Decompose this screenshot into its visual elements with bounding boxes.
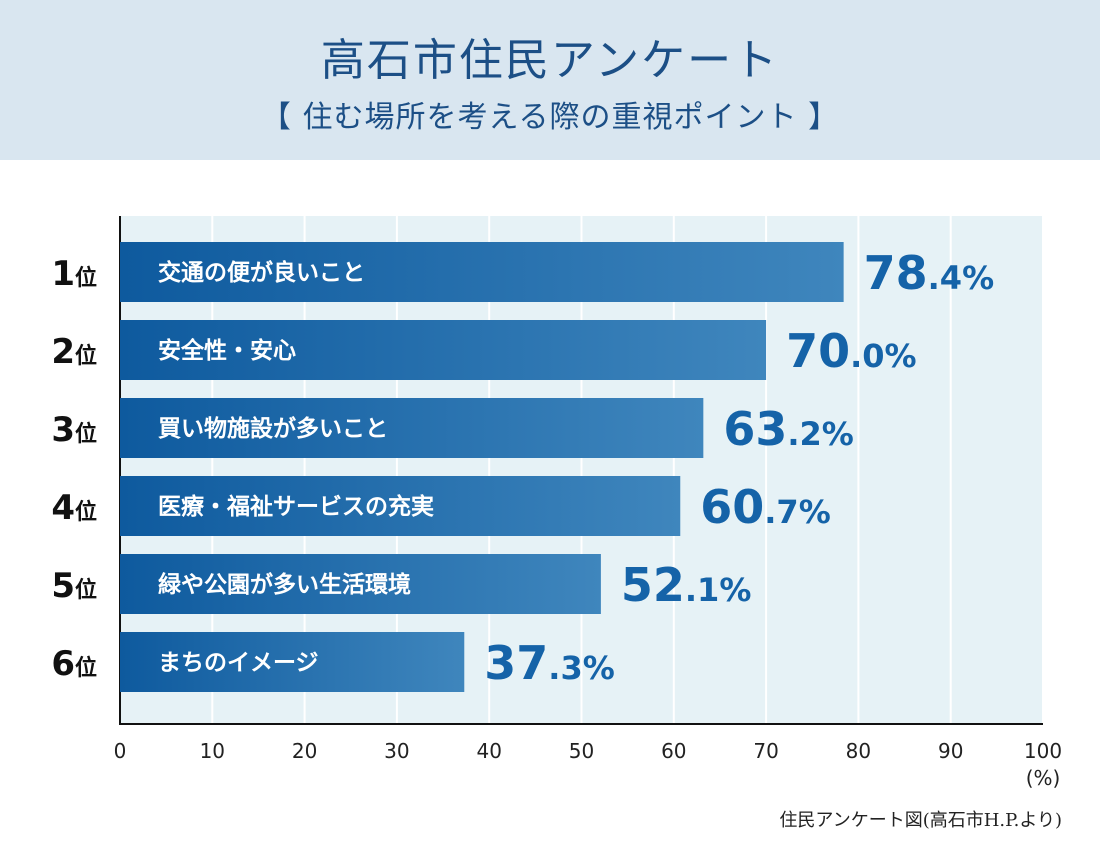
rank-label: 6位 (51, 644, 97, 684)
bar (120, 320, 767, 380)
x-tick-label: 50 (569, 739, 594, 763)
x-unit-label: (%) (1026, 766, 1061, 790)
value-integer: 60 (700, 480, 764, 534)
x-tick-label: 90 (938, 739, 963, 763)
rank-number: 5 (51, 566, 75, 606)
x-tick-label: 60 (661, 739, 686, 763)
rank-number: 3 (51, 410, 75, 450)
value-integer: 37 (484, 636, 548, 690)
rank-suffix: 位 (75, 421, 97, 447)
bar-category-label: 安全性・安心 (158, 337, 296, 364)
value-integer: 63 (723, 402, 787, 456)
bar (120, 398, 704, 458)
value-decimal: .4% (928, 259, 994, 297)
chart-title: 高石市住民アンケート (320, 35, 780, 86)
x-tick-label: 30 (384, 739, 409, 763)
bar-value-label: 78.4% (864, 246, 995, 300)
rank-number: 6 (51, 644, 75, 684)
x-tick-label: 20 (292, 739, 317, 763)
x-tick-label: 10 (200, 739, 225, 763)
rank-suffix: 位 (75, 343, 97, 369)
x-tick-label: 0 (114, 739, 127, 763)
bar-value-label: 52.1% (621, 558, 752, 612)
rank-label: 5位 (51, 566, 97, 606)
value-decimal: .7% (764, 493, 830, 531)
rank-suffix: 位 (75, 577, 97, 603)
chart-header: 高石市住民アンケート 【 住む場所を考える際の重視ポイント 】 (0, 0, 1100, 160)
bar (120, 632, 465, 692)
x-tick-label: 70 (753, 739, 778, 763)
bar-category-label: まちのイメージ (158, 650, 319, 676)
bar-value-label: 60.7% (700, 480, 831, 534)
bar-category-label: 買い物施設が多いこと (158, 415, 388, 442)
x-tick-label: 40 (476, 739, 501, 763)
value-integer: 78 (864, 246, 928, 300)
source-note: 住民アンケート図(高石市H.P.より) (779, 810, 1062, 831)
value-decimal: .1% (685, 571, 751, 609)
rank-label: 3位 (51, 410, 97, 450)
value-decimal: .0% (850, 337, 916, 375)
value-integer: 70 (786, 324, 850, 378)
chart-subtitle: 【 住む場所を考える際の重視ポイント 】 (260, 100, 840, 135)
rank-label: 2位 (51, 332, 97, 372)
rank-suffix: 位 (75, 499, 97, 525)
bar (120, 242, 844, 302)
rank-label: 4位 (51, 488, 97, 528)
rank-number: 1 (51, 254, 75, 294)
value-decimal: .2% (787, 415, 853, 453)
bar-category-label: 交通の便が良いこと (158, 259, 365, 286)
bar-value-label: 63.2% (723, 402, 854, 456)
bar (120, 476, 681, 536)
value-decimal: .3% (548, 649, 614, 687)
rank-suffix: 位 (75, 655, 97, 681)
bar-category-label: 緑や公園が多い生活環境 (158, 571, 411, 598)
rank-number: 4 (51, 488, 75, 528)
bar (120, 554, 601, 614)
bar-value-label: 70.0% (786, 324, 917, 378)
rank-suffix: 位 (75, 265, 97, 291)
x-tick-label: 100 (1024, 739, 1062, 763)
x-tick-label: 80 (846, 739, 871, 763)
rank-label: 1位 (51, 254, 97, 294)
value-integer: 52 (621, 558, 685, 612)
bar-value-label: 37.3% (484, 636, 615, 690)
rank-number: 2 (51, 332, 75, 372)
bar-category-label: 医療・福祉サービスの充実 (158, 493, 434, 520)
